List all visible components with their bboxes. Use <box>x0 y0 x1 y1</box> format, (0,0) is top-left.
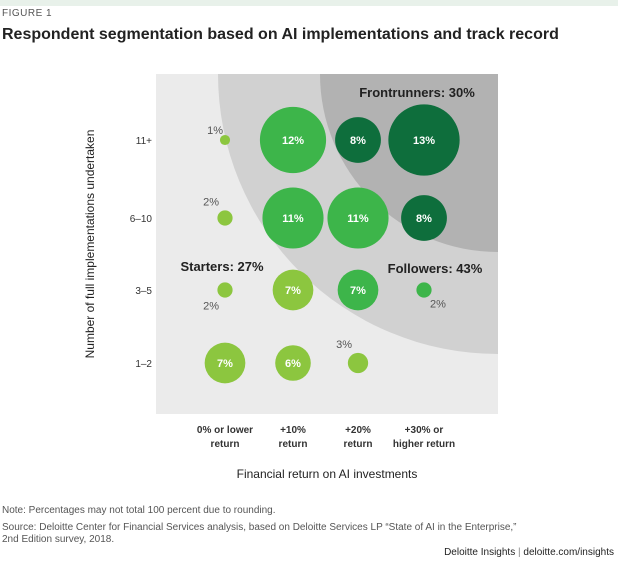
credit-url[interactable]: deloitte.com/insights <box>523 547 614 558</box>
chart-title: Respondent segmentation based on AI impl… <box>2 26 559 43</box>
x-tick-label: +10% return <box>279 425 308 450</box>
credit-separator: | <box>518 547 521 558</box>
x-tick-label: +30% or higher return <box>393 425 455 450</box>
bubble <box>259 106 327 174</box>
bubble <box>335 117 381 163</box>
bubble-label: 2% <box>203 196 219 208</box>
bubble-label: 2% <box>430 299 446 311</box>
bubble-label: 7% <box>350 285 366 297</box>
bubble <box>401 195 447 241</box>
bubble-label: 11% <box>282 213 304 225</box>
bubble-label: 7% <box>285 285 301 297</box>
x-tick-label: 0% or lower return <box>197 425 253 450</box>
bubble-layer: 1% 12% 8% 13% 2% 11% 11% 8% 2% 7% 7% 2% 7% 6% 3% <box>203 104 460 384</box>
bubble-label: 2% <box>203 301 219 313</box>
bubble <box>204 342 246 384</box>
bubble-label: 13% <box>413 135 435 147</box>
y-tick-label: 1–2 <box>135 359 152 370</box>
segment-label-followers: Followers: 43% <box>388 261 483 276</box>
y-tick-label: 6–10 <box>130 214 153 225</box>
x-tick-label: +20% return <box>344 425 373 450</box>
bubble <box>272 269 314 311</box>
bubble <box>217 282 233 298</box>
footnote-rounding: Note: Percentages may not total 100 perc… <box>2 505 276 516</box>
bubble <box>416 282 432 298</box>
figure-label: FIGURE 1 <box>2 8 53 19</box>
y-axis-ticks: 1–2 3–5 6–10 11+ <box>130 136 153 370</box>
bubble <box>219 134 231 146</box>
segment-label-starters: Starters: 27% <box>180 259 264 274</box>
top-accent-bar <box>0 0 618 6</box>
bubble-label: 1% <box>207 125 223 137</box>
credit-line: Deloitte Insights | deloitte.com/insight… <box>444 547 614 558</box>
footnote-source-line2: 2nd Edition survey, 2018. <box>2 534 115 545</box>
bubble <box>347 352 369 374</box>
bubble-label: 7% <box>217 358 233 370</box>
bubble-label: 8% <box>416 213 432 225</box>
bubble-label: 3% <box>336 339 352 351</box>
bubble <box>262 187 324 249</box>
bubble <box>388 104 460 176</box>
x-axis-ticks: 0% or lower return +10% return +20% return +30… <box>197 425 455 450</box>
bubble-label: 8% <box>350 135 366 147</box>
bubble <box>275 345 311 381</box>
bubble-label: 12% <box>282 135 304 147</box>
y-axis-title: Number of full implementations undertake… <box>83 130 97 359</box>
segment-label-frontrunners: Frontrunners: 30% <box>359 85 475 100</box>
x-axis-title: Financial return on AI investments <box>237 467 418 481</box>
credit-brand: Deloitte Insights <box>444 547 516 558</box>
bubble <box>337 269 379 311</box>
footnote-source-line1: Source: Deloitte Center for Financial Se… <box>2 522 517 533</box>
y-tick-label: 3–5 <box>135 286 152 297</box>
bubble <box>327 187 389 249</box>
bubble-label: 11% <box>347 213 369 225</box>
bubble <box>217 210 233 226</box>
bubble-label: 6% <box>285 358 301 370</box>
y-tick-label: 11+ <box>136 136 152 147</box>
